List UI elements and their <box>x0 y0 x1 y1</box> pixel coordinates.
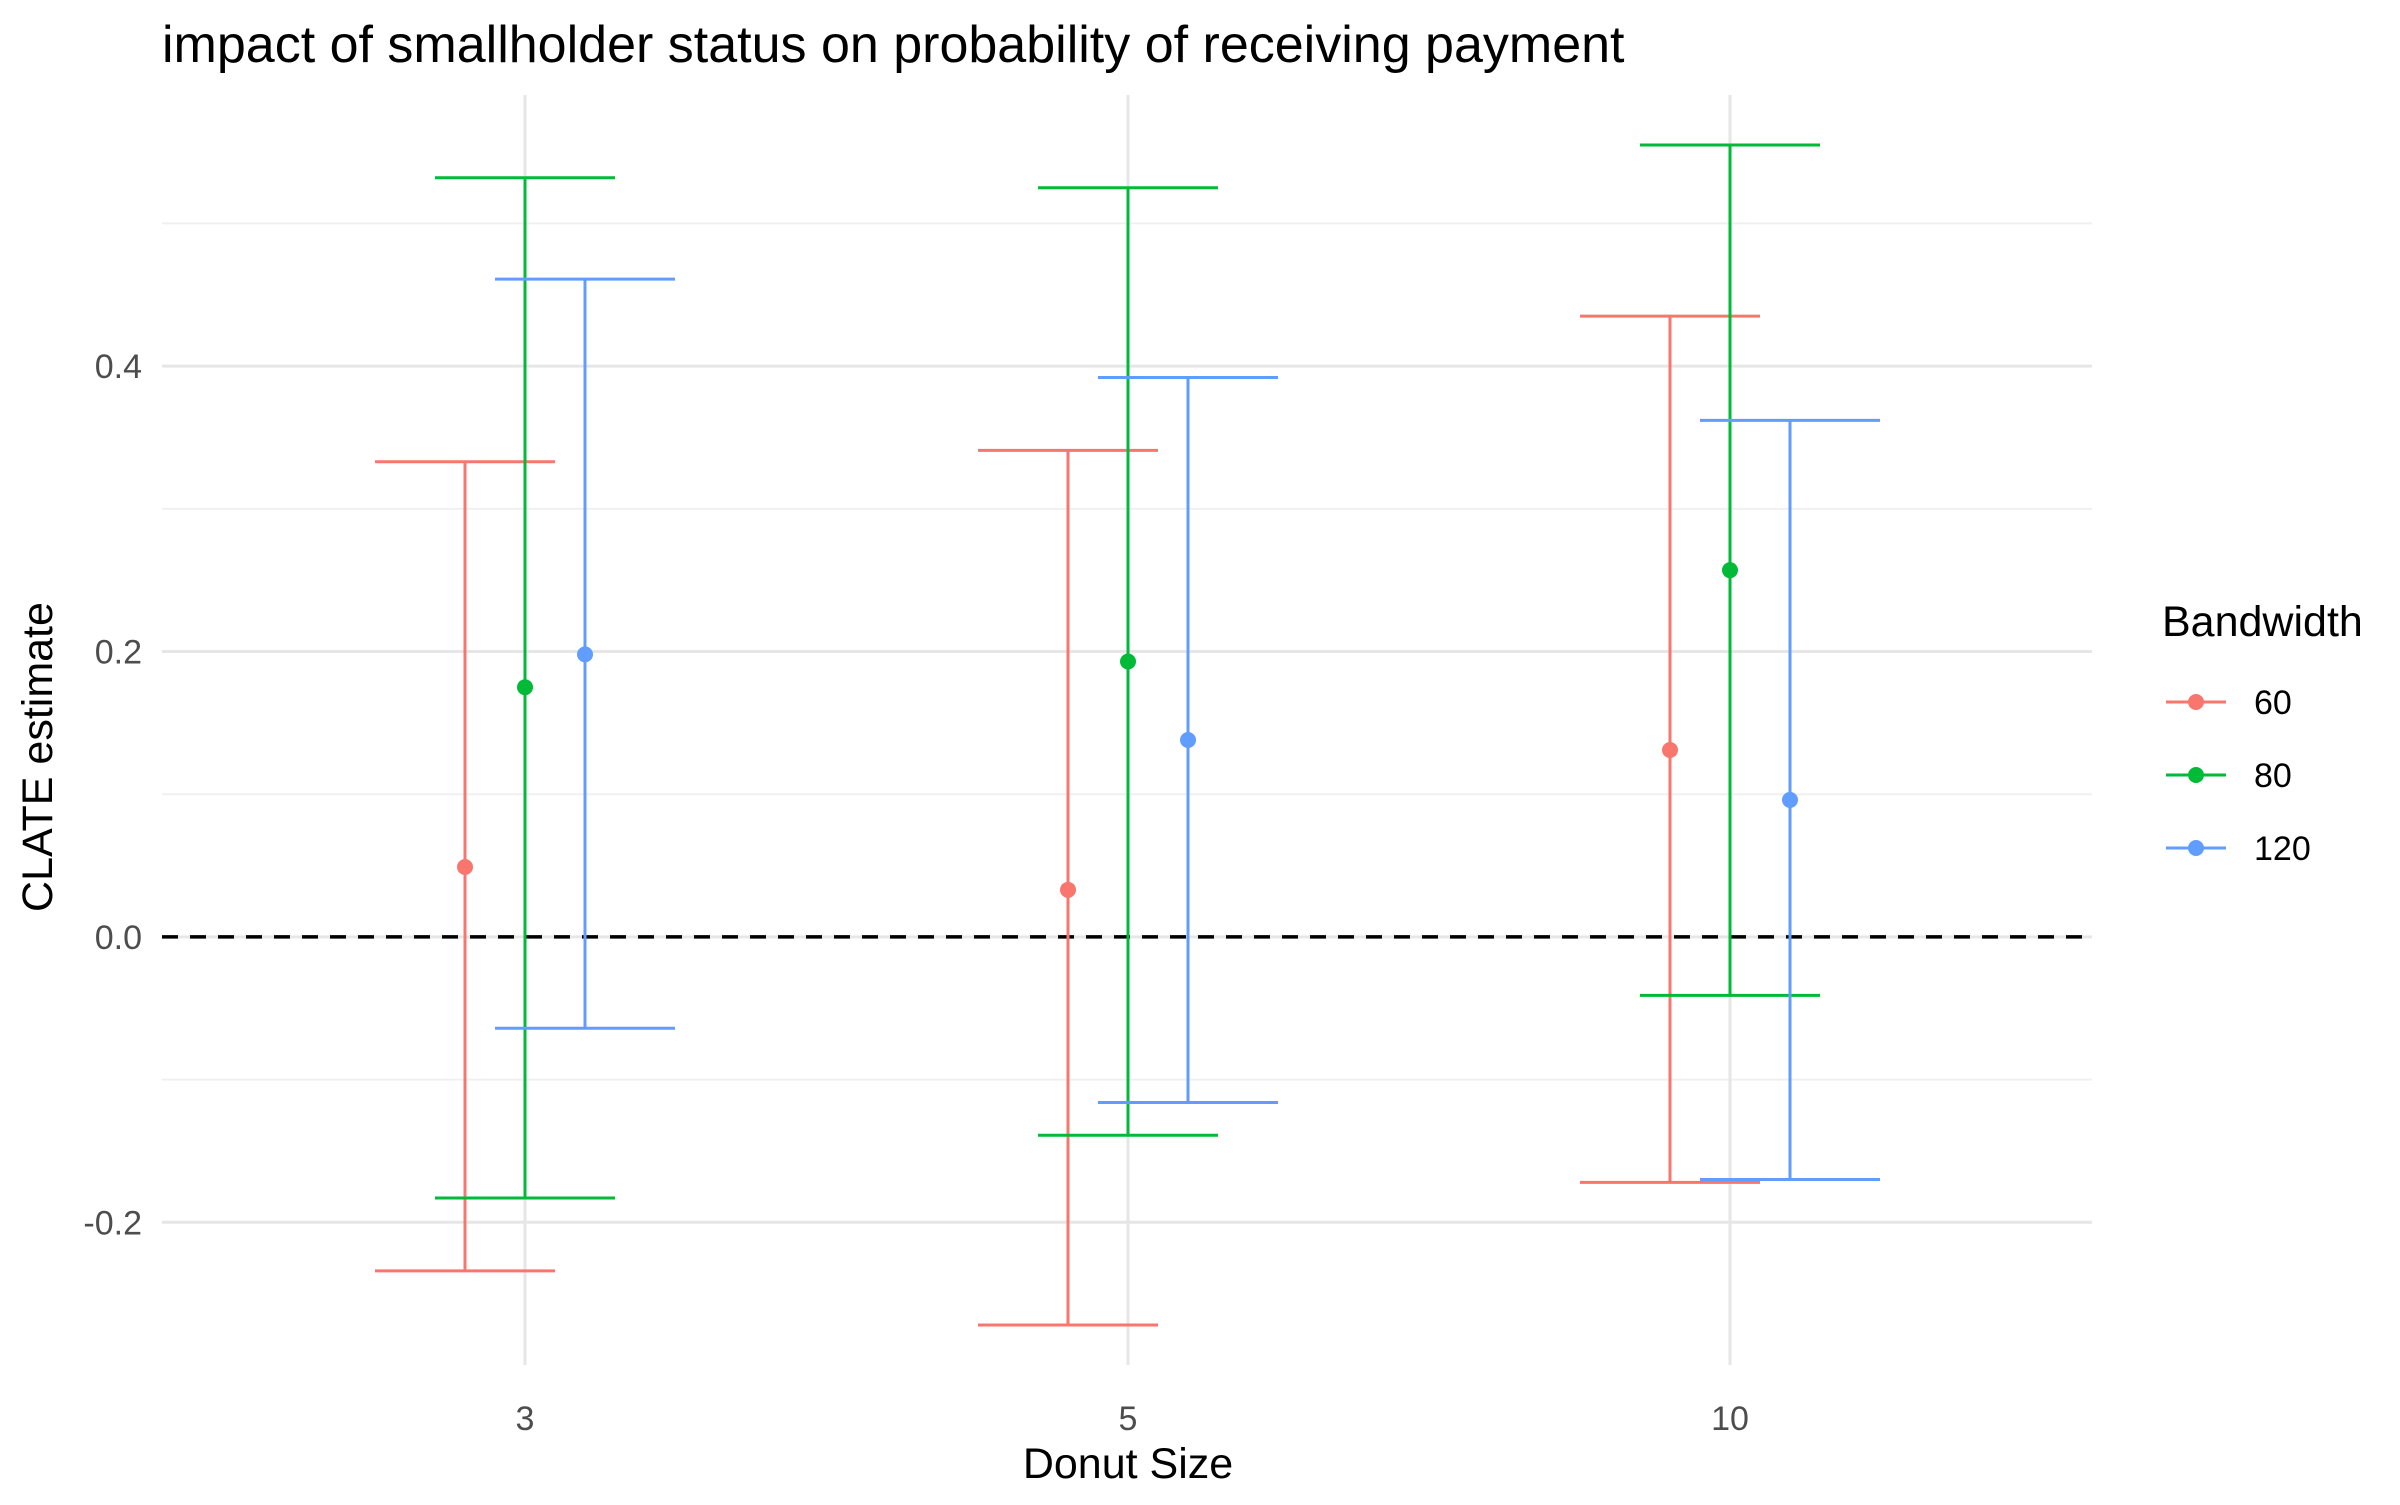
estimate-point <box>457 858 473 875</box>
x-tick-label: 10 <box>1711 1400 1749 1438</box>
legend-item-80: 80 <box>2166 757 2292 795</box>
y-tick-label: -0.2 <box>83 1204 142 1242</box>
legend-label: 60 <box>2254 684 2292 722</box>
series-80 <box>435 143 1820 1200</box>
estimate-point <box>1782 791 1798 808</box>
legend-title: Bandwidth <box>2162 598 2363 646</box>
y-axis-title: CLATE estimate <box>14 602 62 912</box>
x-tick-label: 5 <box>1119 1400 1138 1438</box>
legend-label: 120 <box>2254 830 2311 868</box>
estimate-point <box>577 646 593 663</box>
estimate-point <box>1662 741 1678 758</box>
series-60 <box>375 314 1760 1327</box>
estimate-point <box>1722 562 1738 579</box>
axis-layer: -0.2 0.0 0.2 0.4 3 5 10 <box>83 348 1749 1438</box>
estimate-point <box>1120 653 1136 670</box>
legend-item-120: 120 <box>2166 830 2311 868</box>
estimate-point <box>1060 881 1076 898</box>
y-tick-label: 0.4 <box>95 348 142 386</box>
y-tick-label: 0.2 <box>95 634 142 672</box>
legend-key-point <box>2188 840 2204 856</box>
series-layer <box>375 143 1880 1327</box>
chart-title: impact of smallholder status on probabil… <box>162 16 1625 74</box>
legend: Bandwidth 60 80 120 <box>2162 598 2363 868</box>
x-tick-label: 3 <box>516 1400 535 1438</box>
legend-item-60: 60 <box>2166 684 2292 722</box>
estimate-point <box>517 679 533 696</box>
legend-key-point <box>2188 694 2204 710</box>
x-axis-title: Donut Size <box>1023 1440 1233 1488</box>
series-120 <box>495 277 1880 1181</box>
estimate-point <box>1180 731 1196 748</box>
legend-key-point <box>2188 767 2204 783</box>
legend-label: 80 <box>2254 757 2292 795</box>
y-tick-label: 0.0 <box>95 919 142 957</box>
